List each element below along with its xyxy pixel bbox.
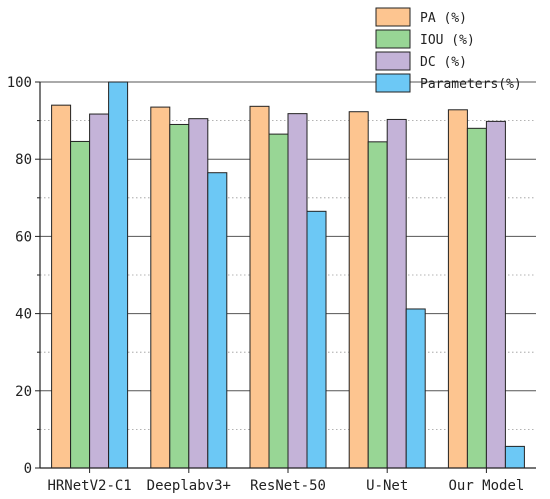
legend-swatch [375,29,411,49]
bar-hrnetv2-c1-3 [89,113,110,469]
y-tick-label: 80 [15,152,32,168]
bar-our-model-2 [466,127,487,469]
x-tick-label: U-Net [366,478,408,494]
bar-deeplabv3--2 [169,123,190,469]
bar-our-model-3 [485,120,506,469]
x-tick-label: HRNetV2-C1 [47,478,131,494]
bar-deeplabv3--3 [188,118,209,469]
bar-resnet-50-1 [249,105,270,469]
bar-our-model-4 [504,445,525,469]
x-tick-label: Deeplabv3+ [147,478,231,494]
y-tick-label: 0 [24,461,32,477]
legend-swatch [375,73,411,93]
bar-deeplabv3--1 [150,106,171,469]
legend-swatch [375,51,411,71]
bar-u-net-4 [405,308,426,469]
y-tick-label: 100 [7,75,32,91]
bar-resnet-50-2 [268,133,289,469]
bar-u-net-2 [367,141,388,469]
bars [51,81,525,469]
legend: PA (%) IOU (%) DC (%) Parameters(%) [375,7,522,93]
bar-resnet-50-4 [306,210,327,469]
legend-label: PA (%) [420,11,467,26]
bar-u-net-3 [386,118,407,469]
y-tick-label: 40 [15,307,32,323]
bar-hrnetv2-c1-4 [108,81,129,469]
legend-swatch [375,7,411,27]
bar-our-model-1 [447,109,468,469]
bar-resnet-50-3 [287,113,308,469]
y-tick-label: 60 [15,229,32,245]
legend-label: DC (%) [420,55,467,70]
bar-hrnetv2-c1-1 [51,104,72,469]
bar-hrnetv2-c1-2 [70,140,91,469]
legend-label: IOU (%) [420,33,475,48]
bar-deeplabv3--4 [207,172,228,469]
bar-u-net-1 [348,111,369,469]
x-tick-label: Our Model [448,478,524,494]
y-tick-label: 20 [15,384,32,400]
x-tick-label: ResNet-50 [250,478,326,494]
legend-label: Parameters(%) [420,77,522,92]
axes: HRNetV2-C1 Deeplabv3+ ResNet-50 U-Net Our Mo… [7,75,536,494]
